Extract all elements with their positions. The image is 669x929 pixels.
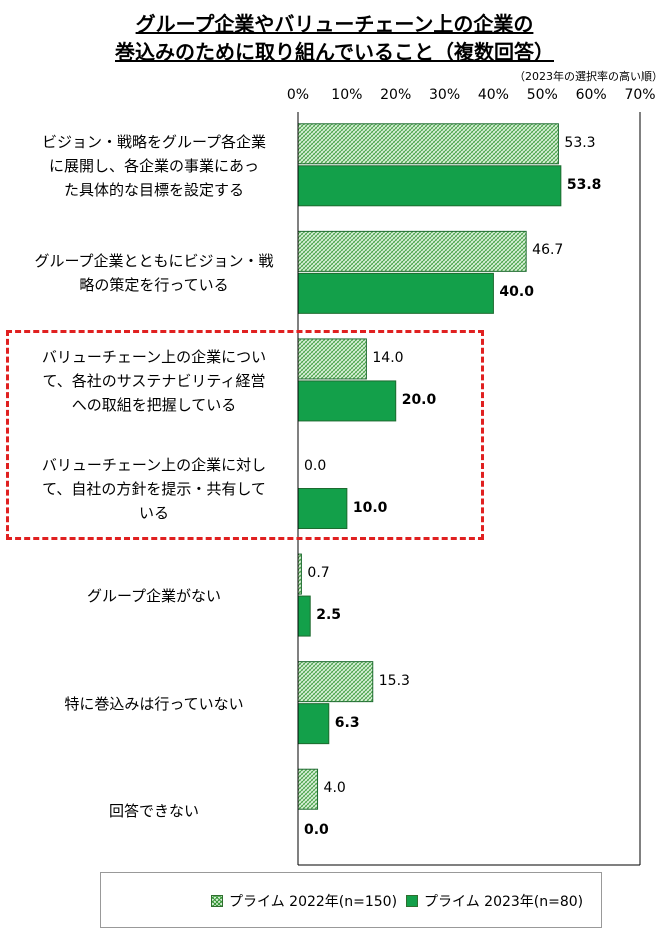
category-label-line: バリューチェーン上の企業に対し — [41, 455, 267, 474]
category-label-line: 特に巻込みは行っていない — [64, 694, 244, 713]
category-label-line: 回答できない — [108, 802, 199, 821]
bar-2022 — [297, 768, 319, 810]
bar-2023 — [297, 272, 494, 314]
value-label-2022: 14.0 — [372, 349, 404, 366]
x-tick-label: 20% — [380, 87, 412, 103]
bar-2023 — [297, 165, 562, 207]
value-label-2023: 0.0 — [304, 822, 329, 839]
bar-2022 — [297, 553, 302, 595]
legend-label-2022: プライム 2022年(n=150) — [229, 894, 398, 910]
category-label-line: グループ企業がない — [86, 587, 222, 606]
value-label-2022: 0.0 — [304, 457, 327, 474]
value-label-2022: 4.0 — [323, 780, 346, 797]
x-tick-label: 30% — [429, 87, 461, 103]
legend: プライム 2022年(n=150) プライム 2023年(n=80) — [100, 872, 602, 928]
value-label-2023: 6.3 — [334, 714, 360, 731]
value-label-2022: 0.7 — [307, 565, 330, 582]
bar-2022 — [297, 230, 527, 272]
chart-title-line1: グループ企業やバリューチェーン上の企業の — [135, 12, 534, 36]
bar-2022 — [297, 123, 559, 165]
value-label-2022: 53.3 — [564, 134, 596, 151]
x-tick-label: 10% — [331, 87, 363, 103]
value-label-2023: 2.5 — [316, 607, 342, 624]
x-tick-label: 70% — [624, 87, 656, 103]
category-label: バリューチェーン上の企業につい て、各社のサステナビリティ経営 への取組を把握してい… — [20, 345, 288, 417]
category-label-line: た具体的な目標を設定する — [63, 180, 244, 199]
value-label-2023: 20.0 — [401, 391, 437, 408]
legend-item-2022: プライム 2022年(n=150) — [211, 891, 397, 911]
category-label-line: グループ企業とともにビジョン・戦 — [34, 252, 274, 271]
category-label-line: バリューチェーン上の企業につい — [41, 347, 267, 366]
bar-2023 — [297, 595, 311, 637]
legend-item-2023: プライム 2023年(n=80) — [406, 891, 583, 911]
category-label-line: への取組を把握している — [71, 395, 237, 414]
x-tick-label: 0% — [286, 87, 310, 103]
bar-2022 — [297, 338, 367, 380]
category-label: グループ企業とともにビジョン・戦 略の策定を行っている — [20, 249, 288, 297]
category-label: バリューチェーン上の企業に対し て、自社の方針を提示・共有して いる — [20, 453, 288, 525]
chart-title-line2: 巻込みのために取り組んでいること（複数回答） — [115, 40, 554, 64]
category-label-line: ビジョン・戦略をグループ各企業 — [41, 132, 267, 151]
category-label-line: いる — [138, 503, 169, 522]
category-label-line: て、自社の方針を提示・共有して — [42, 479, 266, 498]
bar-2023 — [297, 380, 397, 422]
category-label: ビジョン・戦略をグループ各企業 に展開し、各企業の事業にあっ た具体的な目標を設定す… — [20, 130, 288, 202]
value-label-2023: 53.8 — [566, 176, 602, 193]
bar-2023 — [297, 703, 330, 745]
value-label-2023: 10.0 — [352, 499, 388, 516]
value-label-2022: 15.3 — [378, 672, 410, 689]
bar-2023 — [297, 488, 348, 529]
category-label-line: 略の策定を行っている — [79, 276, 229, 295]
category-label: 回答できない — [20, 799, 288, 823]
category-label-line: て、各社のサステナビリティ経営 — [42, 371, 266, 390]
category-label: グループ企業がない — [20, 584, 288, 608]
value-label-2022: 46.7 — [532, 242, 564, 259]
category-label-line: に展開し、各企業の事業にあっ — [48, 156, 259, 175]
value-label-2023: 40.0 — [499, 284, 534, 301]
x-tick-label: 40% — [477, 87, 509, 103]
legend-label-2023: プライム 2023年(n=80) — [424, 894, 584, 910]
x-tick-label: 60% — [575, 87, 607, 103]
highlight-box — [6, 330, 484, 540]
bar-2022 — [297, 661, 374, 703]
legend-swatch-2023 — [406, 895, 418, 907]
category-label: 特に巻込みは行っていない — [20, 692, 288, 716]
sort-note: （2023年の選択率の高い順） — [514, 70, 663, 83]
x-tick-label: 50% — [526, 87, 558, 103]
legend-swatch-2022 — [211, 895, 223, 907]
